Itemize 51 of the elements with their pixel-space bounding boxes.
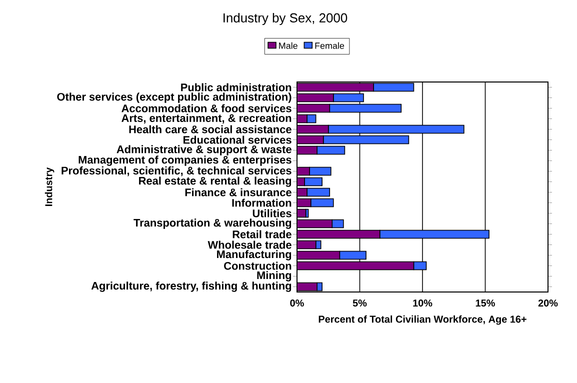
bar: [297, 250, 340, 260]
bar: [310, 198, 334, 208]
y-tick-label: Accommodation & food services: [122, 104, 292, 112]
bar: [297, 261, 414, 270]
bar: [379, 230, 490, 239]
y-tick-label: Wholesale trade: [208, 240, 292, 249]
bar: [339, 250, 366, 260]
y-tick-label: Professional, scientific, & technical services: [62, 166, 292, 176]
y-tick-label: Real estate & rental & leasing: [139, 176, 292, 187]
y-tick-label: Other services (except public administration): [57, 92, 292, 103]
bar: [297, 240, 316, 250]
y-tick-label: Educational services: [184, 136, 292, 144]
y-tick-label: Retail trade: [232, 230, 292, 238]
bar: [297, 93, 334, 102]
y-tick-label: Administrative & support & waste: [116, 145, 292, 156]
legend-label: Female: [315, 42, 344, 49]
y-tick-label: Construction: [224, 262, 292, 270]
bar: [373, 82, 414, 92]
y-tick-label: Manufacturing: [217, 250, 292, 260]
y-tick-label: Information: [232, 198, 292, 207]
bar: [309, 166, 332, 176]
bar: [328, 124, 464, 134]
bar: [322, 135, 410, 144]
x-tick-label: 0%: [290, 300, 304, 307]
bar: [297, 104, 330, 113]
bar: [297, 230, 380, 239]
bar: [332, 93, 364, 102]
x-axis-title: Percent of Total Civilian Workforce, Age 16+: [318, 315, 526, 325]
y-tick-label: Finance & insurance: [185, 188, 292, 196]
bar: [316, 146, 346, 155]
bar: [329, 104, 402, 113]
x-tick-label: 20%: [538, 300, 558, 307]
bar: [297, 219, 333, 228]
y-tick-label: Transportation & warehousing: [134, 218, 292, 229]
y-tick-label: Arts, entertainment, & recreation: [122, 114, 292, 124]
y-tick-label: Management of companies & enterprises: [78, 156, 292, 166]
y-tick-label: Utilities: [252, 209, 292, 218]
x-tick-label: 15%: [476, 300, 495, 307]
bar: [413, 261, 427, 270]
bar: [297, 82, 374, 92]
x-tick-label: 5%: [352, 300, 367, 307]
x-tick-label: 10%: [413, 300, 432, 307]
y-tick-label: Health care & social assistance: [129, 125, 292, 134]
bar: [297, 135, 324, 144]
y-tick-label: Mining: [257, 271, 292, 282]
y-tick-label: Public administration: [181, 83, 292, 92]
legend-label: Male: [279, 42, 298, 49]
y-tick-label: Agriculture, forestry, fishing & hunting: [91, 282, 292, 292]
y-axis-title: Industry: [44, 167, 54, 206]
bar: [297, 124, 329, 134]
chart-title: Industry by Sex, 2000: [224, 12, 348, 26]
